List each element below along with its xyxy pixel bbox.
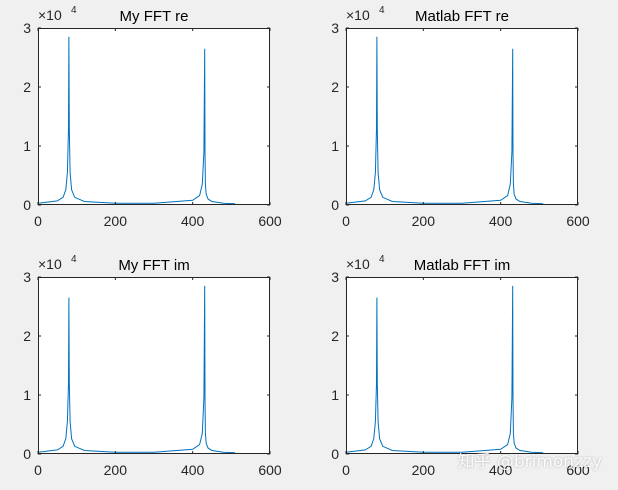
y-tick-label: 1 xyxy=(23,138,31,154)
y-exponent-label: ×10 xyxy=(346,7,370,23)
y-exponent-power: 4 xyxy=(379,254,385,265)
chart-title: Matlab FFT im xyxy=(414,257,510,274)
x-tick-label: 600 xyxy=(566,462,590,478)
y-tick-label: 0 xyxy=(23,197,31,213)
y-tick-label: 3 xyxy=(23,269,31,285)
y-tick-label: 1 xyxy=(23,387,31,403)
y-exponent-label: ×10 xyxy=(38,256,62,272)
x-tick-label: 0 xyxy=(342,213,350,229)
subplot-1: 0 200 400 600 0 1 2 3 ×10 4 My FFT re xyxy=(23,5,282,229)
watermark: 知乎 @brimonzzy xyxy=(457,452,602,472)
x-tick-label: 400 xyxy=(489,462,513,478)
y-exponent-power: 4 xyxy=(71,5,77,16)
x-tick-label: 600 xyxy=(566,213,590,229)
chart-title: Matlab FFT re xyxy=(415,8,509,25)
subplot-2: 0 200 400 600 0 1 2 3 ×10 4 Matlab FFT re xyxy=(331,5,590,229)
x-tick-label: 400 xyxy=(489,213,513,229)
y-tick-label: 2 xyxy=(23,328,31,344)
series-line xyxy=(345,285,544,454)
x-tick-label: 0 xyxy=(34,462,42,478)
axes-frame xyxy=(346,277,578,454)
y-exponent-power: 4 xyxy=(379,5,385,16)
subplot-4: 0 200 400 600 0 1 2 3 ×10 4 Matlab FFT im xyxy=(331,254,590,478)
axes-frame xyxy=(38,28,270,205)
series-line xyxy=(37,285,236,454)
x-tick-label: 0 xyxy=(34,213,42,229)
y-tick-label: 2 xyxy=(331,328,339,344)
x-tick-label: 0 xyxy=(342,462,350,478)
axes-background xyxy=(38,277,270,454)
x-tick-label: 200 xyxy=(412,213,436,229)
x-tick-label: 400 xyxy=(181,213,205,229)
subplot-3: 0 200 400 600 0 1 2 3 ×10 4 My FFT im xyxy=(23,254,282,478)
y-tick-label: 0 xyxy=(23,446,31,462)
x-tick-label: 200 xyxy=(104,213,128,229)
x-tick-label: 600 xyxy=(258,213,282,229)
y-tick-label: 0 xyxy=(331,197,339,213)
y-tick-label: 2 xyxy=(331,79,339,95)
y-tick-label: 2 xyxy=(23,79,31,95)
y-tick-label: 3 xyxy=(331,20,339,36)
x-tick-label: 600 xyxy=(258,462,282,478)
axes-background xyxy=(38,28,270,205)
axes-frame xyxy=(346,28,578,205)
x-tick-label: 200 xyxy=(412,462,436,478)
chart-title: My FFT im xyxy=(118,257,189,274)
axes-background xyxy=(346,28,578,205)
axes-frame xyxy=(38,277,270,454)
x-tick-label: 200 xyxy=(104,462,128,478)
series-line xyxy=(37,36,236,205)
series-line xyxy=(345,36,544,205)
y-tick-label: 3 xyxy=(23,20,31,36)
y-tick-label: 1 xyxy=(331,387,339,403)
y-tick-label: 0 xyxy=(331,446,339,462)
y-exponent-label: ×10 xyxy=(38,7,62,23)
axes-background xyxy=(346,277,578,454)
y-tick-label: 1 xyxy=(331,138,339,154)
y-tick-label: 3 xyxy=(331,269,339,285)
y-exponent-label: ×10 xyxy=(346,256,370,272)
chart-title: My FFT re xyxy=(120,8,189,25)
x-tick-label: 400 xyxy=(181,462,205,478)
y-exponent-power: 4 xyxy=(71,254,77,265)
